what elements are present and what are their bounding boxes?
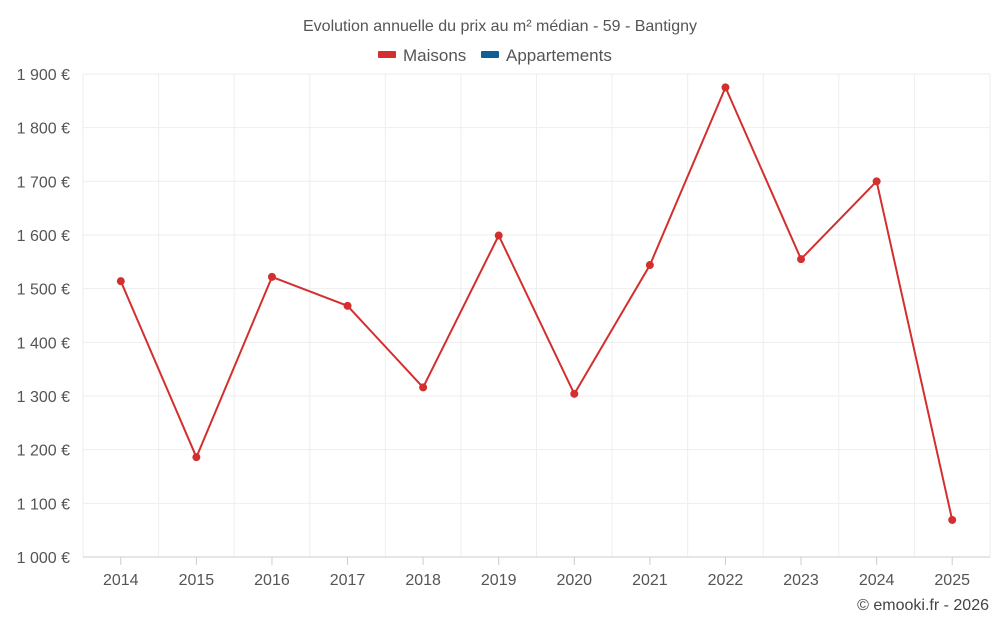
data-point-maisons[interactable] xyxy=(419,383,428,392)
x-tick-label: 2018 xyxy=(405,572,441,589)
data-point-maisons[interactable] xyxy=(948,515,957,524)
x-tick-label: 2015 xyxy=(179,572,215,589)
legend-item-appartements[interactable]: Appartements xyxy=(481,46,612,65)
x-tick-label: 2024 xyxy=(859,572,895,589)
x-tick-label: 2021 xyxy=(632,572,668,589)
y-tick-label: 1 600 € xyxy=(17,228,70,245)
legend-item-maisons[interactable]: Maisons xyxy=(378,46,466,65)
x-tick-label: 2016 xyxy=(254,572,290,589)
grid xyxy=(82,73,991,557)
data-point-maisons[interactable] xyxy=(343,301,352,310)
x-tick-label: 2017 xyxy=(330,572,366,589)
data-point-maisons[interactable] xyxy=(116,277,125,286)
x-tick-label: 2019 xyxy=(481,572,517,589)
data-point-maisons[interactable] xyxy=(192,453,201,462)
x-tick-label: 2020 xyxy=(556,572,592,589)
x-tick-label: 2025 xyxy=(934,572,970,589)
data-point-maisons[interactable] xyxy=(267,272,276,281)
data-point-maisons[interactable] xyxy=(797,255,806,264)
y-tick-label: 1 300 € xyxy=(17,389,70,406)
credit-text: © emooki.fr - 2026 xyxy=(857,597,989,614)
y-tick-label: 1 400 € xyxy=(17,335,70,352)
data-point-maisons[interactable] xyxy=(721,83,730,92)
data-point-maisons[interactable] xyxy=(494,231,503,240)
x-tick-label: 2014 xyxy=(103,572,139,589)
chart-title: Evolution annuelle du prix au m² médian … xyxy=(303,18,697,35)
y-tick-label: 1 200 € xyxy=(17,443,70,460)
axes: 1 000 € 1 100 € 1 200 € 1 300 € 1 400 € 1 500… xyxy=(17,67,990,589)
legend-label-maisons: Maisons xyxy=(403,46,466,65)
data-point-maisons[interactable] xyxy=(570,389,579,398)
legend-swatch-appartements xyxy=(481,51,499,58)
data-point-maisons[interactable] xyxy=(872,177,881,186)
y-tick-label: 1 800 € xyxy=(17,121,70,138)
legend: Maisons Appartements xyxy=(378,46,612,65)
legend-label-appartements: Appartements xyxy=(506,46,612,65)
y-tick-label: 1 100 € xyxy=(17,496,70,513)
y-tick-label: 1 900 € xyxy=(17,67,70,84)
series-line-maisons xyxy=(119,86,954,521)
x-tick-label: 2022 xyxy=(708,572,744,589)
y-tick-label: 1 700 € xyxy=(17,174,70,191)
y-tick-label: 1 000 € xyxy=(17,550,70,567)
data-point-maisons[interactable] xyxy=(645,261,654,270)
y-tick-label: 1 500 € xyxy=(17,282,70,299)
series-layer xyxy=(116,83,957,524)
x-tick-label: 2023 xyxy=(783,572,819,589)
legend-swatch-maisons xyxy=(378,51,396,58)
